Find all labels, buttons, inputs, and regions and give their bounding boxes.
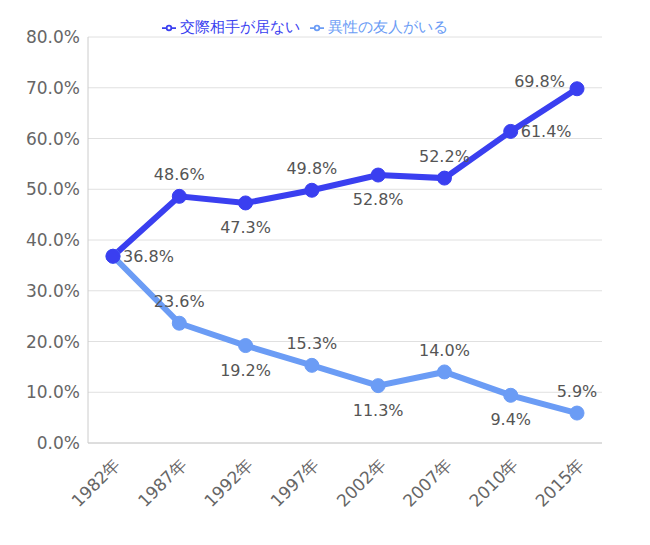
svg-text:5.9%: 5.9%	[557, 382, 598, 401]
svg-text:2010年: 2010年	[465, 454, 522, 511]
svg-text:1982年: 1982年	[68, 454, 125, 511]
svg-text:9.4%: 9.4%	[490, 410, 531, 429]
svg-text:80.0%: 80.0%	[26, 27, 80, 47]
svg-text:30.0%: 30.0%	[26, 281, 80, 301]
svg-text:61.4%: 61.4%	[521, 122, 572, 141]
svg-text:0.0%: 0.0%	[37, 433, 80, 453]
svg-text:19.2%: 19.2%	[220, 361, 271, 380]
svg-text:1997年: 1997年	[266, 454, 323, 511]
svg-text:47.3%: 47.3%	[220, 218, 271, 237]
svg-text:1992年: 1992年	[200, 454, 257, 511]
svg-text:48.6%: 48.6%	[154, 165, 205, 184]
svg-text:20.0%: 20.0%	[26, 332, 80, 352]
svg-text:40.0%: 40.0%	[26, 230, 80, 250]
svg-text:60.0%: 60.0%	[26, 129, 80, 149]
svg-text:15.3%: 15.3%	[286, 334, 337, 353]
svg-text:2007年: 2007年	[399, 454, 456, 511]
html-text:交際相手が居ない: 交際相手が居ない	[180, 18, 300, 36]
svg-text:52.8%: 52.8%	[353, 190, 404, 209]
svg-text:49.8%: 49.8%	[286, 159, 337, 178]
svg-text:52.2%: 52.2%	[419, 147, 470, 166]
svg-text:10.0%: 10.0%	[26, 382, 80, 402]
svg-text:36.8%: 36.8%	[123, 247, 174, 266]
svg-text:14.0%: 14.0%	[419, 341, 470, 360]
svg-text:1987年: 1987年	[134, 454, 191, 511]
svg-text:11.3%: 11.3%	[353, 401, 404, 420]
svg-text:23.6%: 23.6%	[154, 292, 205, 311]
html-text:異性の友人がいる: 異性の友人がいる	[328, 18, 448, 36]
svg-text:70.0%: 70.0%	[26, 78, 80, 98]
svg-text:69.8%: 69.8%	[514, 72, 565, 91]
svg-text:2015年: 2015年	[532, 454, 589, 511]
svg-text:2002年: 2002年	[333, 454, 390, 511]
svg-text:50.0%: 50.0%	[26, 179, 80, 199]
